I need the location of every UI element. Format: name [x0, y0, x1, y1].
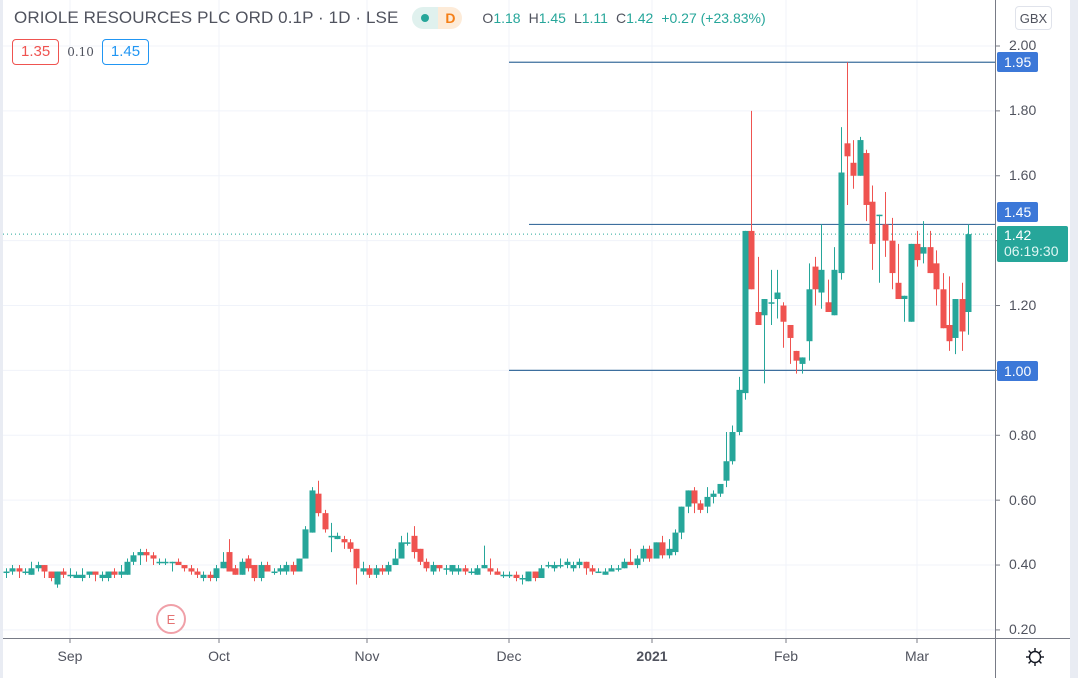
- x-tick-sep: Sep: [57, 648, 83, 664]
- buy-button[interactable]: 1.45: [101, 39, 150, 65]
- y-tick-1.60: 1.60: [1009, 167, 1037, 183]
- market-status-pill[interactable]: D: [412, 7, 463, 29]
- open-label: O: [482, 10, 494, 26]
- price-change: +0.27 (+23.83%): [661, 10, 766, 26]
- symbol-title[interactable]: ORIOLE RESOURCES PLC ORD 0.1P · 1D · LSE: [14, 8, 399, 27]
- left-border: [0, 0, 3, 678]
- y-tick-0.60: 0.60: [1009, 492, 1037, 508]
- ohlc-values: O1.18 H1.45 L1.11 C1.42 +0.27 (+23.83%): [482, 10, 765, 26]
- hline-tag-1.00[interactable]: 1.00: [997, 361, 1039, 381]
- x-tick-feb: Feb: [773, 648, 799, 664]
- last-price-value: 1.42: [1004, 227, 1032, 243]
- legend-header: ORIOLE RESOURCES PLC ORD 0.1P · 1D · LSE…: [14, 7, 766, 29]
- y-tick-1.20: 1.20: [1009, 297, 1037, 313]
- y-tick-0.20: 0.20: [1009, 621, 1037, 637]
- x-tick-mar: Mar: [904, 648, 930, 664]
- x-tick-nov: Nov: [354, 648, 380, 664]
- y-tick-2.00: 2.00: [1009, 37, 1037, 53]
- trade-buttons: 1.35 0.10 1.45: [12, 39, 150, 65]
- earnings-marker[interactable]: E: [156, 604, 186, 634]
- high-label: H: [528, 10, 539, 26]
- high-value: 1.45: [538, 10, 566, 26]
- last-price-tag: 1.42 06:19:30: [997, 226, 1068, 262]
- low-label: L: [573, 10, 582, 26]
- right-border: [1070, 0, 1078, 678]
- x-tick-2021: 2021: [636, 648, 668, 664]
- close-value: 1.42: [626, 10, 654, 26]
- y-tick-0.80: 0.80: [1009, 427, 1037, 443]
- hline-tag-1.95[interactable]: 1.95: [997, 52, 1039, 72]
- gear-icon[interactable]: [1024, 646, 1046, 668]
- delayed-data-badge: D: [438, 7, 463, 29]
- x-tick-dec: Dec: [496, 648, 522, 664]
- currency-button[interactable]: GBX: [1015, 6, 1052, 30]
- y-tick-1.80: 1.80: [1009, 102, 1037, 118]
- sell-button[interactable]: 1.35: [12, 39, 60, 65]
- close-label: C: [615, 10, 627, 26]
- open-value: 1.18: [493, 10, 521, 26]
- hline-tag-1.45[interactable]: 1.45: [997, 202, 1039, 222]
- bar-countdown: 06:19:30: [1004, 243, 1059, 259]
- y-tick-0.40: 0.40: [1009, 556, 1037, 572]
- x-tick-oct: Oct: [208, 648, 230, 664]
- spread-value: 0.10: [67, 45, 94, 59]
- market-open-icon: [412, 7, 439, 29]
- low-value: 1.11: [581, 10, 608, 26]
